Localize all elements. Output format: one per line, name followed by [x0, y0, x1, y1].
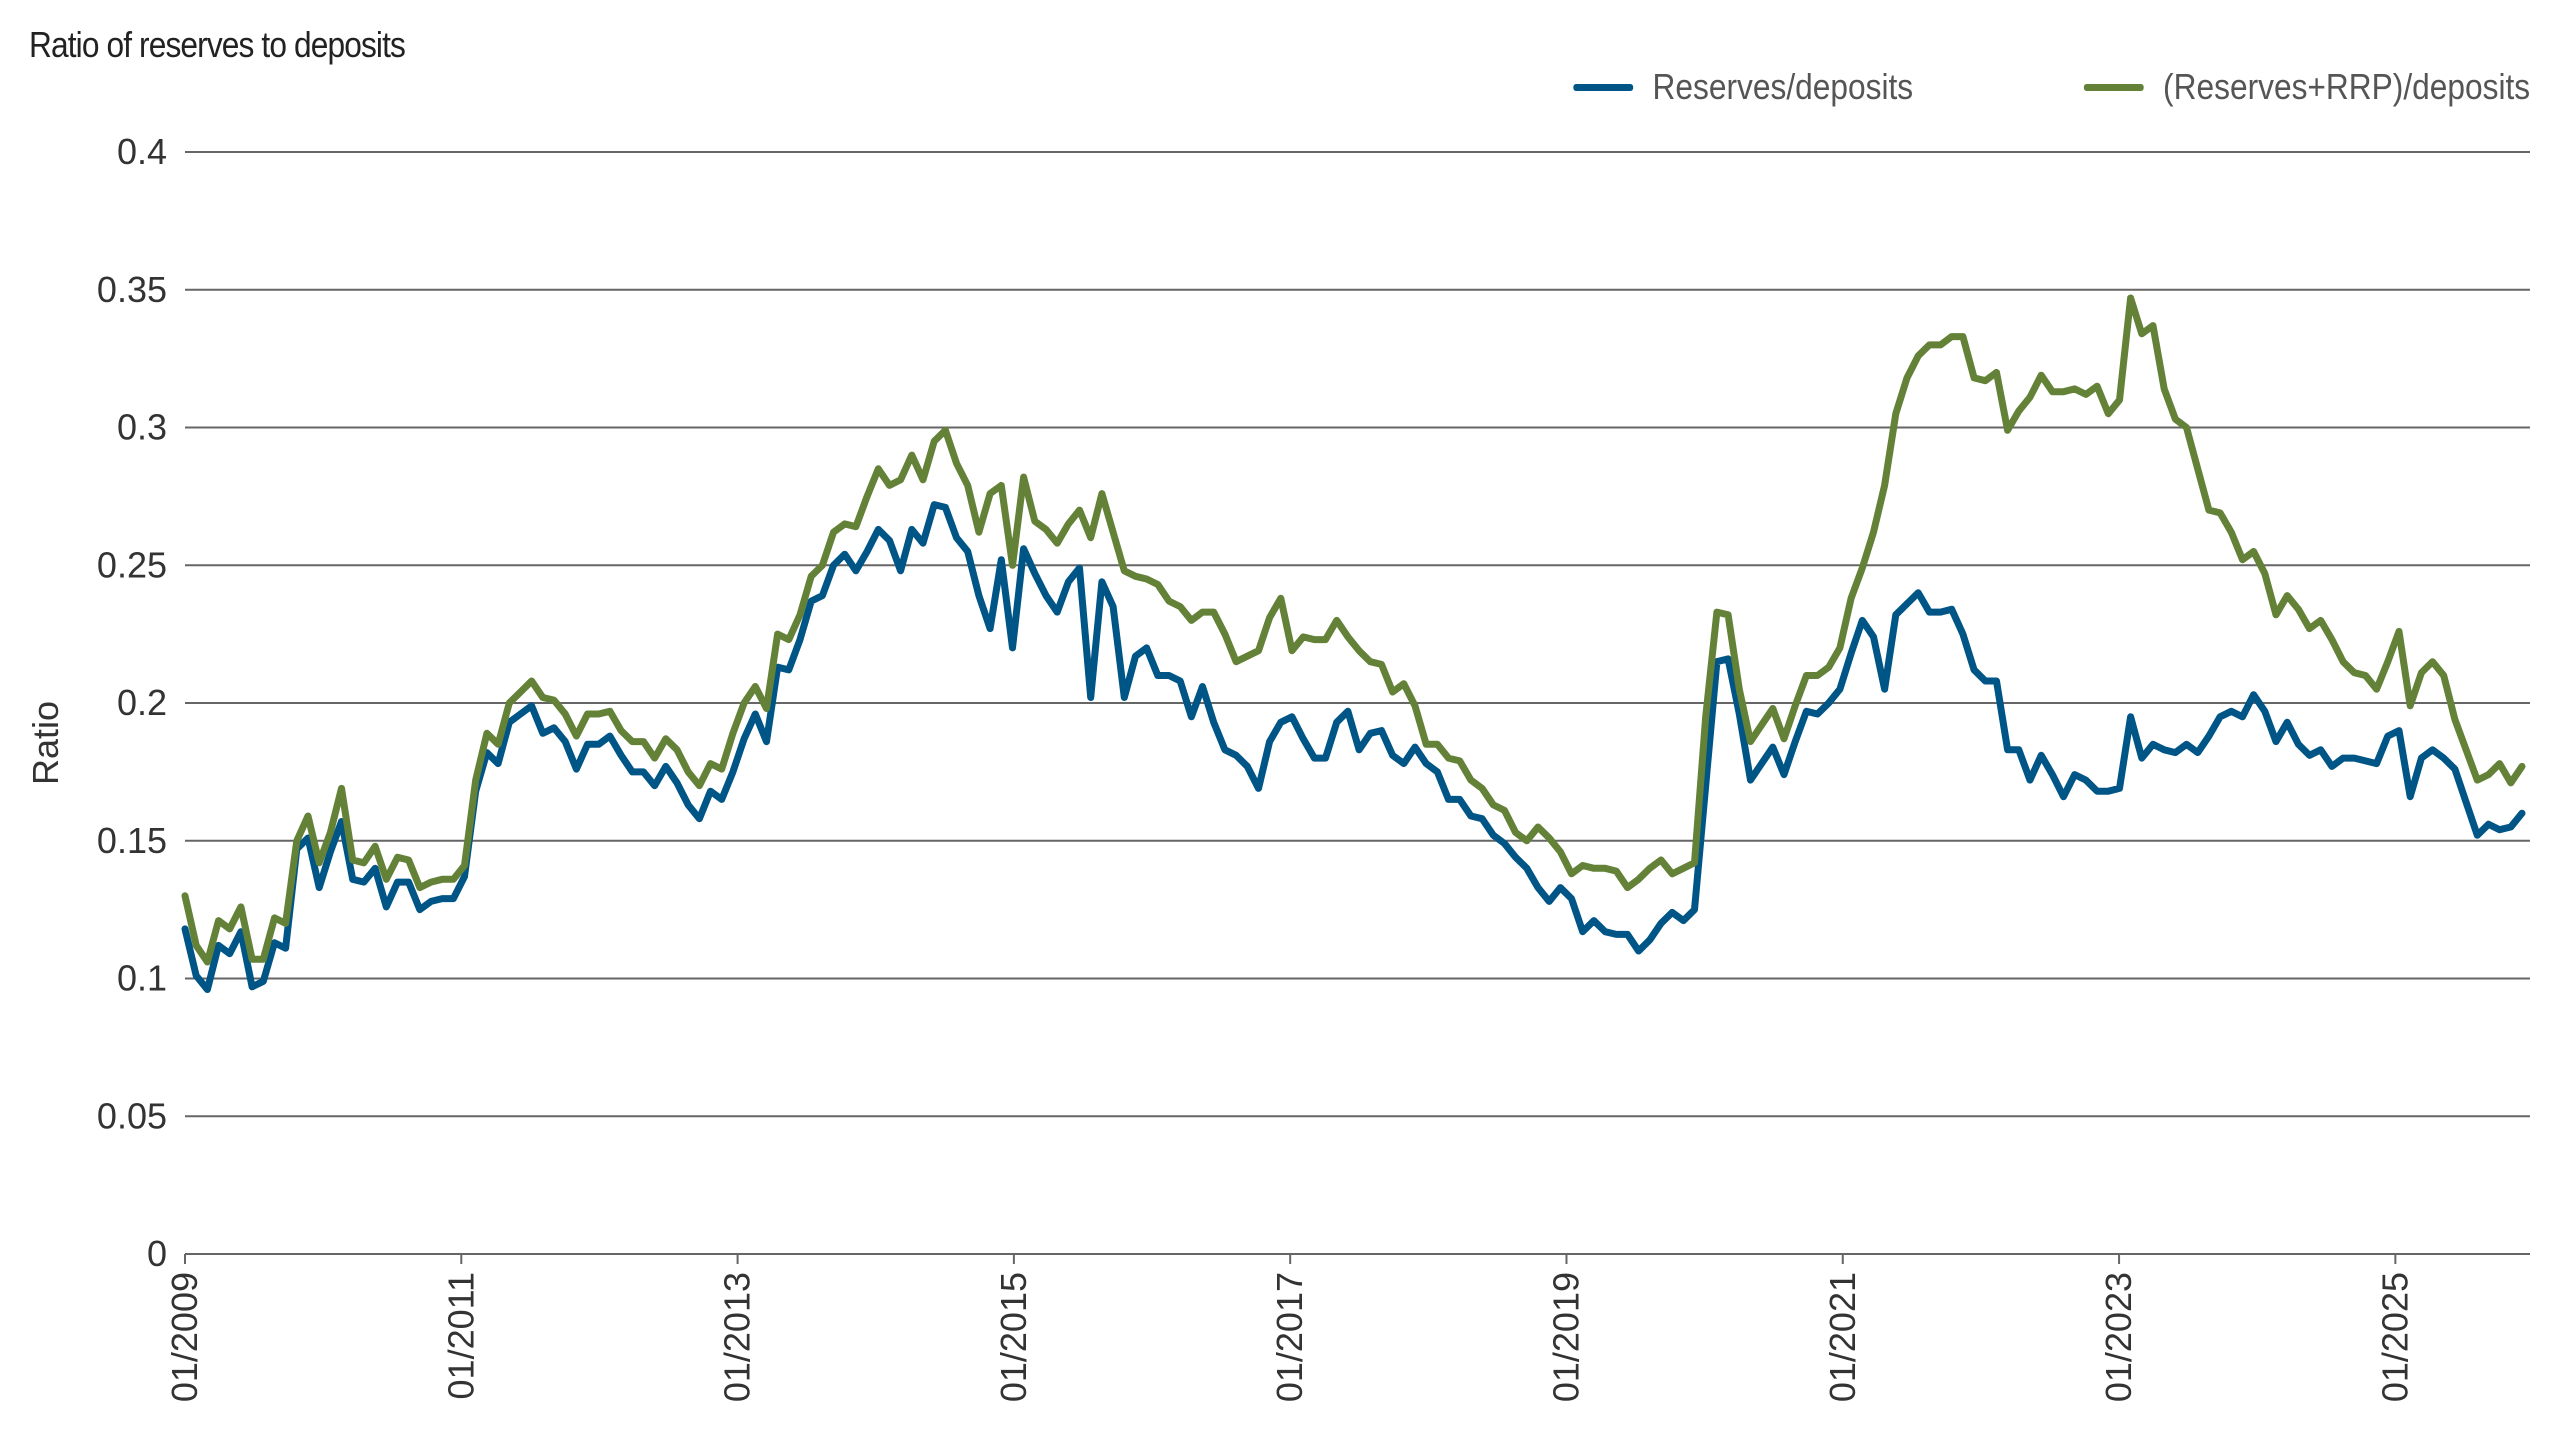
y-tick-label: 0.25	[97, 544, 167, 585]
x-tick-label: 01/2009	[164, 1272, 205, 1402]
series-line-reserves	[181, 501, 2526, 993]
y-axis-label: Ratio	[25, 701, 66, 785]
legend-swatch-reserves	[1573, 83, 1633, 91]
legend-swatch-reserves-rrp	[2083, 83, 2144, 91]
chart-title: Ratio of reserves to deposits	[29, 24, 406, 65]
x-tick-label: 01/2013	[717, 1272, 758, 1402]
y-tick-label: 0.3	[117, 407, 167, 448]
y-tick-label: 0.2	[117, 682, 167, 723]
y-tick-label: 0.1	[117, 958, 167, 999]
legend-item-reserves-rrp: (Reserves+RRP)/deposits	[2083, 66, 2530, 108]
x-tick-label: 01/2023	[2098, 1272, 2139, 1402]
legend-label-reserves-rrp: (Reserves+RRP)/deposits	[2162, 66, 2530, 107]
legend-item-reserves: Reserves/deposits	[1573, 66, 1913, 108]
y-tick-label: 0.15	[97, 820, 167, 861]
y-tick-label: 0.35	[97, 269, 167, 310]
legend-label-reserves: Reserves/deposits	[1652, 66, 1913, 107]
y-tick-label: 0.4	[117, 131, 167, 172]
x-tick-label: 01/2019	[1545, 1272, 1586, 1402]
x-tick-label: 01/2021	[1822, 1272, 1863, 1402]
x-tick-label: 01/2011	[440, 1272, 481, 1399]
x-tick-label: 01/2017	[1269, 1272, 1310, 1402]
series-line-reserves-rrp	[181, 294, 2526, 966]
y-tick-label: 0	[147, 1233, 167, 1274]
y-tick-label: 0.05	[97, 1095, 167, 1136]
x-tick-label: 01/2025	[2374, 1272, 2415, 1402]
x-tick-label: 01/2015	[993, 1272, 1034, 1402]
legend: Reserves/deposits (Reserves+RRP)/deposit…	[1527, 66, 2530, 108]
